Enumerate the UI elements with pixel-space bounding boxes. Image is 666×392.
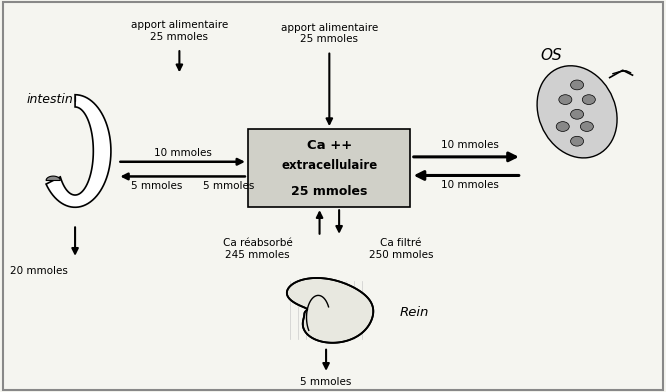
Circle shape [582, 95, 595, 105]
Text: apport alimentaire
25 mmoles: apport alimentaire 25 mmoles [280, 23, 378, 44]
Text: 5 mmoles: 5 mmoles [131, 181, 182, 191]
Text: 25 mmoles: 25 mmoles [291, 185, 368, 198]
Text: 10 mmoles: 10 mmoles [441, 180, 498, 190]
Text: Ca filtré
250 mmoles: Ca filtré 250 mmoles [369, 238, 434, 260]
Circle shape [571, 109, 583, 119]
Text: Rein: Rein [400, 306, 429, 319]
Text: 5 mmoles: 5 mmoles [300, 377, 352, 387]
Text: 20 mmoles: 20 mmoles [10, 266, 68, 276]
Circle shape [559, 95, 572, 105]
Polygon shape [46, 95, 111, 207]
Text: 10 mmoles: 10 mmoles [441, 140, 498, 150]
Circle shape [571, 136, 583, 146]
Text: 5 mmoles: 5 mmoles [202, 181, 254, 191]
Ellipse shape [537, 66, 617, 158]
Text: Ca ++: Ca ++ [307, 139, 352, 152]
Circle shape [580, 122, 593, 131]
Text: Ca réabsorbé
245 mmoles: Ca réabsorbé 245 mmoles [222, 238, 292, 260]
Text: apport alimentaire
25 mmoles: apport alimentaire 25 mmoles [131, 20, 228, 42]
Text: OS: OS [540, 48, 562, 63]
Circle shape [556, 122, 569, 131]
Text: intestin: intestin [26, 93, 73, 106]
Text: extracellulaire: extracellulaire [281, 159, 378, 172]
FancyBboxPatch shape [248, 129, 410, 207]
Polygon shape [287, 278, 373, 343]
Text: 10 mmoles: 10 mmoles [154, 149, 212, 158]
Circle shape [571, 80, 583, 90]
Polygon shape [46, 176, 61, 180]
